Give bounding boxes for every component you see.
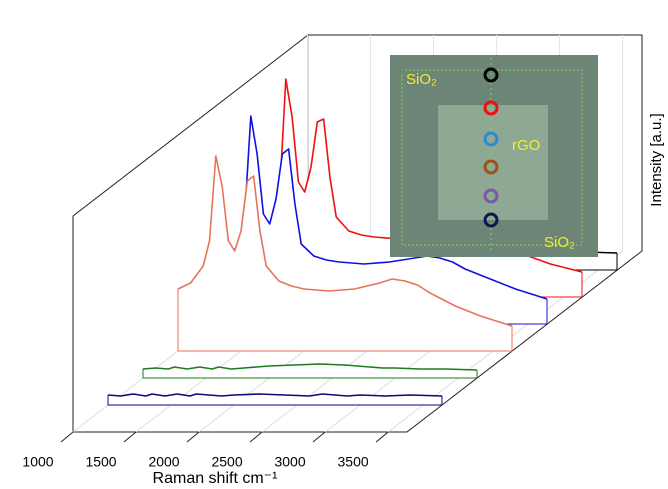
- x-tick: [249, 431, 263, 443]
- y-axis-label: Intensity [a.u.]: [648, 113, 665, 206]
- occluder: [143, 364, 477, 378]
- occluder: [178, 156, 512, 351]
- inset-image: SiO₂ rGO SiO₂: [390, 55, 598, 257]
- x-tick: [123, 431, 137, 443]
- annotation: SiO₂: [544, 234, 575, 251]
- spectrum-line: [107, 393, 443, 397]
- occluder: [213, 116, 547, 324]
- x-axis-label: Raman shift cm⁻¹: [153, 470, 278, 487]
- x-tick: [375, 431, 389, 443]
- annotation: rGO: [512, 137, 540, 154]
- x-tick: [312, 431, 326, 443]
- x-tick-label: 1000: [22, 454, 53, 470]
- x-tick-label: 3000: [274, 454, 305, 470]
- spectrum-line: [177, 155, 513, 327]
- x-tick-label: 2500: [211, 454, 242, 470]
- x-tick: [186, 431, 200, 443]
- occluder: [248, 79, 582, 297]
- x-tick: [60, 431, 74, 443]
- x-tick-label: 3500: [338, 454, 369, 470]
- spectrum-frame: [177, 289, 513, 352]
- annotation: SiO₂: [406, 71, 437, 88]
- spectrum-line: [142, 363, 478, 371]
- spectrum-line: [212, 115, 548, 300]
- x-tick-label: 2000: [148, 454, 179, 470]
- spectrum-frame: [107, 395, 443, 406]
- spectrum-frame: [142, 369, 478, 379]
- occluder: [108, 394, 442, 405]
- x-tick-label: 1500: [85, 454, 116, 470]
